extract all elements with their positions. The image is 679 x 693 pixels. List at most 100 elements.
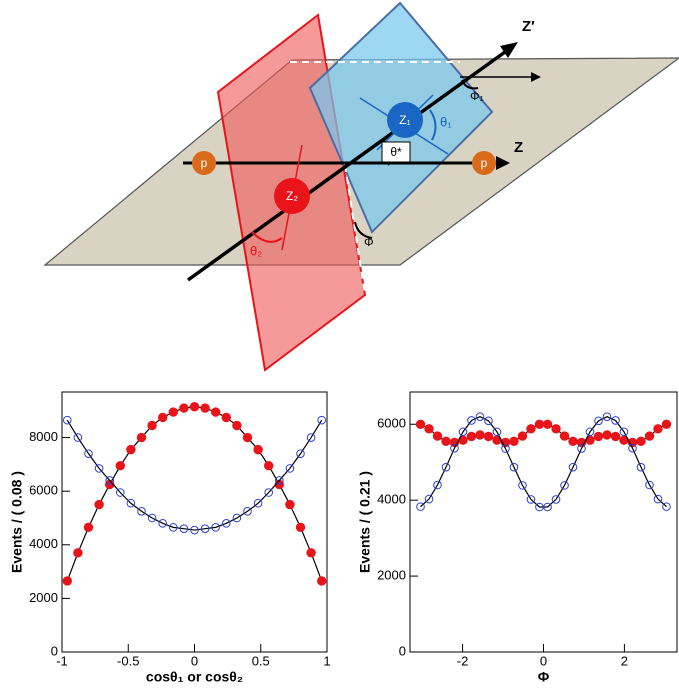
label: p	[201, 156, 208, 170]
label: Z	[514, 139, 523, 156]
label: Z′	[522, 18, 535, 35]
data-point	[424, 494, 434, 504]
x-axis-label: cosθ₁ or cosθ₂	[146, 669, 243, 685]
angle-arc	[354, 221, 373, 239]
data-point	[551, 424, 561, 434]
label: p	[481, 156, 488, 170]
data-point	[179, 524, 189, 534]
data-point	[63, 415, 72, 425]
arrow	[531, 72, 541, 82]
data-point	[116, 488, 125, 497]
data-point	[619, 427, 629, 437]
data-point	[526, 495, 536, 504]
data-point	[105, 476, 114, 485]
fit-line	[66, 406, 323, 582]
data-point	[466, 431, 477, 442]
angle-arc	[461, 79, 479, 90]
label: θ₂	[250, 243, 262, 258]
data-point	[83, 522, 94, 533]
data-point	[542, 419, 553, 429]
data-point	[551, 495, 561, 504]
chart: 0 2000 4000 6000 8000 -1 -0.5 0 0.5 1 cosθ₁ or cos…	[9, 391, 331, 685]
data-point	[158, 412, 168, 423]
x-tick-label: -2	[457, 653, 469, 668]
data-point	[653, 494, 663, 504]
arrow	[500, 42, 518, 58]
data-point	[484, 416, 493, 426]
data-point	[501, 444, 510, 453]
data-point	[243, 506, 252, 516]
data-point	[518, 481, 527, 490]
data-point	[285, 499, 295, 510]
plot-frame	[61, 391, 328, 653]
data-point	[169, 523, 178, 532]
z-prime-axis	[186, 50, 507, 282]
data-point	[433, 480, 442, 490]
fit-line	[66, 419, 323, 531]
data-point	[147, 513, 157, 523]
data-point	[653, 424, 663, 434]
data-point	[242, 432, 253, 443]
data-point	[94, 499, 104, 510]
data-point	[517, 431, 528, 441]
data-point	[222, 519, 231, 528]
data-point	[543, 502, 552, 512]
label: θ*	[390, 145, 402, 159]
x-tick-label: 0	[540, 653, 547, 668]
data-point	[137, 506, 146, 516]
data-point	[317, 576, 327, 586]
angle-arc	[429, 109, 437, 141]
label: Z₂	[286, 189, 298, 203]
data-point	[200, 524, 210, 534]
plot-frame	[409, 391, 678, 653]
data-point	[136, 432, 147, 443]
z1-boson	[387, 102, 423, 138]
data-point	[115, 461, 126, 471]
data-point	[415, 419, 426, 429]
fit-line	[420, 416, 667, 508]
data-point	[296, 449, 305, 458]
data-point	[432, 431, 443, 441]
data-point	[253, 498, 263, 508]
data-point	[636, 462, 646, 472]
data-point	[285, 464, 295, 473]
data-point	[189, 402, 200, 412]
y-tick-label: 4000	[29, 536, 58, 551]
data-point	[317, 415, 327, 425]
data-point	[509, 462, 519, 472]
x-tick-label: 0.5	[252, 653, 270, 668]
data-point	[483, 431, 494, 442]
proton	[472, 151, 496, 175]
data-point	[534, 419, 545, 429]
x-tick-label: -0.5	[117, 653, 139, 668]
data-point	[568, 462, 578, 472]
y-axis-label: Events / ( 0.08 )	[9, 471, 25, 573]
data-point	[306, 548, 316, 558]
y-tick-label: 8000	[29, 429, 58, 444]
data-point	[126, 444, 136, 455]
label: Φ	[364, 235, 374, 249]
label: θ₁	[440, 114, 452, 129]
data-point	[645, 480, 654, 490]
dashed-edge	[344, 164, 366, 296]
data-point	[661, 419, 672, 429]
data-point	[126, 498, 136, 508]
y-tick-label: 0	[399, 643, 406, 658]
label: Φ₁	[470, 89, 484, 103]
data-point	[475, 412, 485, 421]
data-point	[62, 576, 73, 586]
data-point	[450, 443, 459, 453]
data-point	[467, 416, 476, 425]
data-point	[264, 461, 274, 471]
data-point	[73, 433, 83, 442]
data-point	[602, 412, 612, 421]
data-point	[264, 488, 274, 497]
y-tick-label: 6000	[377, 416, 406, 431]
angle-arc	[251, 231, 283, 243]
data-point	[158, 519, 167, 528]
data-point	[644, 431, 655, 441]
data-point	[568, 436, 578, 447]
y-tick-label: 2000	[29, 590, 58, 605]
